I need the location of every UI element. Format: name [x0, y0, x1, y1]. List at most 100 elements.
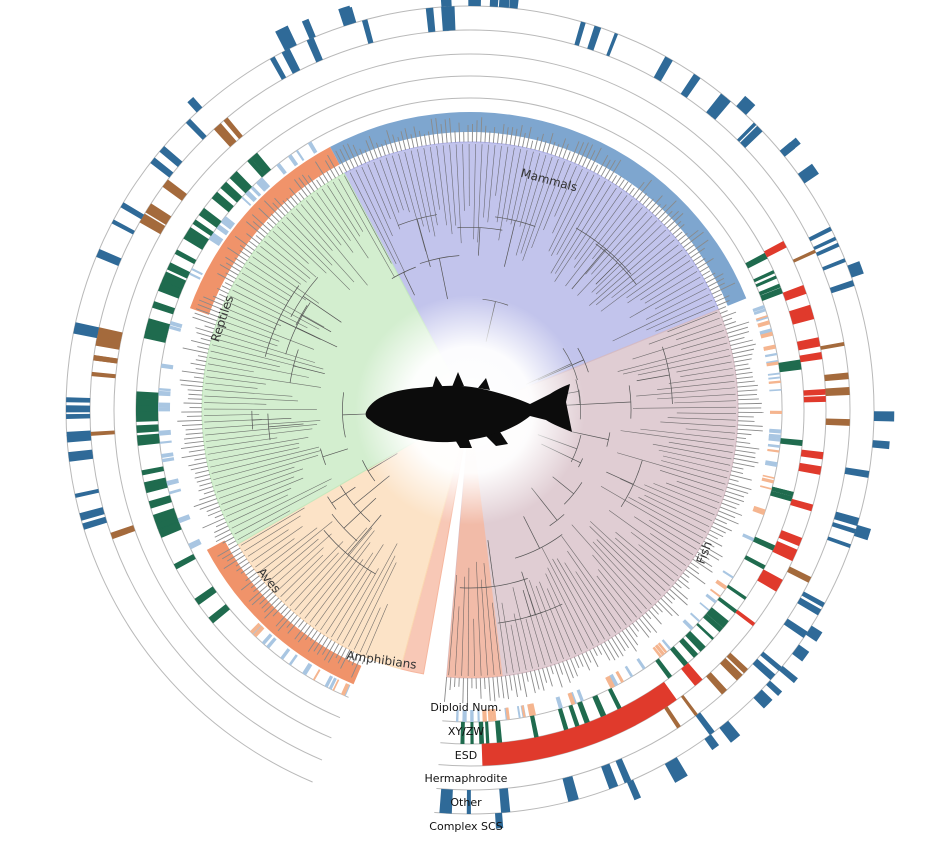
- tree-tip-branch: [461, 576, 466, 676]
- complex-scs-tick: [695, 712, 715, 736]
- tree-tip-branch: [627, 260, 691, 304]
- tree-internal-arc: [514, 534, 563, 559]
- diploid-bar: [625, 184, 632, 193]
- tree-tip-branch: [336, 568, 379, 641]
- diploid-bar: [225, 256, 243, 269]
- tree-tip-branch: [522, 159, 559, 261]
- tree-tip-branch: [498, 147, 515, 241]
- complex-scs-tick: [66, 413, 91, 419]
- other-tick: [223, 117, 243, 140]
- tree-tip-branch: [632, 330, 724, 360]
- tree-tip-branch: [353, 562, 397, 650]
- diploid-bar: [513, 128, 518, 146]
- diploid-bar: [397, 136, 402, 152]
- tree-tip-branch: [556, 558, 605, 640]
- esd-tick: [655, 658, 673, 679]
- complex-scs-tick: [752, 658, 776, 681]
- xyzw-tick: [767, 372, 780, 376]
- tree-tip-branch: [487, 145, 496, 223]
- diploid-bar: [274, 197, 289, 214]
- diploid-bar: [222, 536, 235, 544]
- tree-internal-branch: [523, 516, 540, 549]
- tree-tip-branch: [355, 169, 406, 274]
- diploid-bar: [480, 117, 483, 143]
- tree-tip-branch: [259, 527, 318, 573]
- diploid-bar: [282, 200, 292, 211]
- tree-tip-branch: [531, 161, 565, 249]
- complex-scs-tick: [760, 651, 782, 671]
- tree-tip-branch: [299, 527, 373, 615]
- tree-tip-branch: [252, 256, 320, 304]
- tree-tip-branch: [286, 217, 333, 266]
- diploid-bar: [730, 470, 744, 474]
- tree-tip-branch: [348, 555, 396, 647]
- esd-tick: [744, 555, 766, 570]
- tree-tip-branch: [204, 395, 298, 402]
- diploid-bar: [195, 327, 214, 334]
- diploid-bar: [347, 143, 359, 167]
- diploid-bar: [492, 676, 496, 702]
- tree-tip-branch: [327, 185, 361, 237]
- diploid-bar: [206, 506, 221, 513]
- tree-tip-branch: [217, 325, 278, 347]
- tree-tip-branch: [361, 166, 393, 237]
- tree-tip-branch: [483, 144, 489, 218]
- diploid-bar: [657, 600, 673, 617]
- diploid-bar: [663, 210, 679, 226]
- diploid-bar: [622, 181, 629, 190]
- complex-scs-tick: [68, 449, 93, 457]
- tree-tip-branch: [667, 417, 736, 421]
- diploid-bar: [671, 585, 689, 600]
- diploid-bar: [530, 140, 534, 150]
- diploid-bar: [517, 125, 523, 147]
- diploid-bar: [714, 518, 727, 525]
- tree-tip-branch: [501, 602, 514, 673]
- tree-tip-branch: [289, 552, 339, 607]
- diploid-bar: [310, 630, 318, 641]
- complex-scs-tick: [844, 467, 870, 478]
- diploid-bar: [726, 326, 749, 334]
- diploid-bar: [259, 591, 274, 605]
- diploid-bar: [315, 161, 329, 183]
- diploid-bar: [654, 603, 663, 613]
- esd-tick: [158, 522, 182, 538]
- diploid-bar: [669, 588, 688, 606]
- other-tick: [95, 339, 121, 350]
- complex-scs-tick: [466, 789, 471, 814]
- tree-tip-branch: [561, 535, 627, 626]
- diploid-bar: [719, 506, 743, 516]
- diploid-bar: [193, 376, 204, 379]
- diploid-bar: [629, 187, 635, 195]
- other-tick: [824, 372, 849, 382]
- xyzw-tick: [516, 706, 521, 719]
- tree-tip-branch: [589, 234, 671, 306]
- diploid-bar: [338, 166, 344, 175]
- diploid-bar: [454, 677, 456, 687]
- diploid-bar: [663, 594, 673, 604]
- tree-tip-branch: [620, 478, 712, 522]
- diploid-bar: [713, 293, 723, 299]
- esd-tick: [679, 637, 699, 658]
- diploid-bar: [709, 282, 725, 291]
- xyzw-tick: [624, 665, 634, 678]
- esd-tick: [152, 508, 177, 524]
- tree-tip-branch: [271, 533, 332, 588]
- diploid-bar: [582, 144, 594, 167]
- complex-scs-tick: [269, 56, 287, 80]
- tree-tip-branch: [681, 336, 726, 350]
- esd-tick: [755, 275, 777, 288]
- diploid-bar: [199, 482, 213, 487]
- tree-internal-branch: [347, 514, 382, 555]
- diploid-bar: [368, 135, 378, 159]
- complex-scs-spike: [187, 97, 203, 113]
- tree-internal-arc: [595, 243, 637, 285]
- diploid-bar: [635, 179, 652, 200]
- diploid-bar: [608, 159, 622, 181]
- complex-scs-spike: [468, 0, 481, 7]
- tree-tip-branch: [365, 604, 388, 655]
- tree-internal-arc: [331, 513, 358, 542]
- tree-tip-branch: [676, 361, 732, 373]
- diploid-bar: [736, 384, 758, 388]
- diploid-bar: [240, 575, 260, 591]
- diploid-bar: [558, 138, 567, 158]
